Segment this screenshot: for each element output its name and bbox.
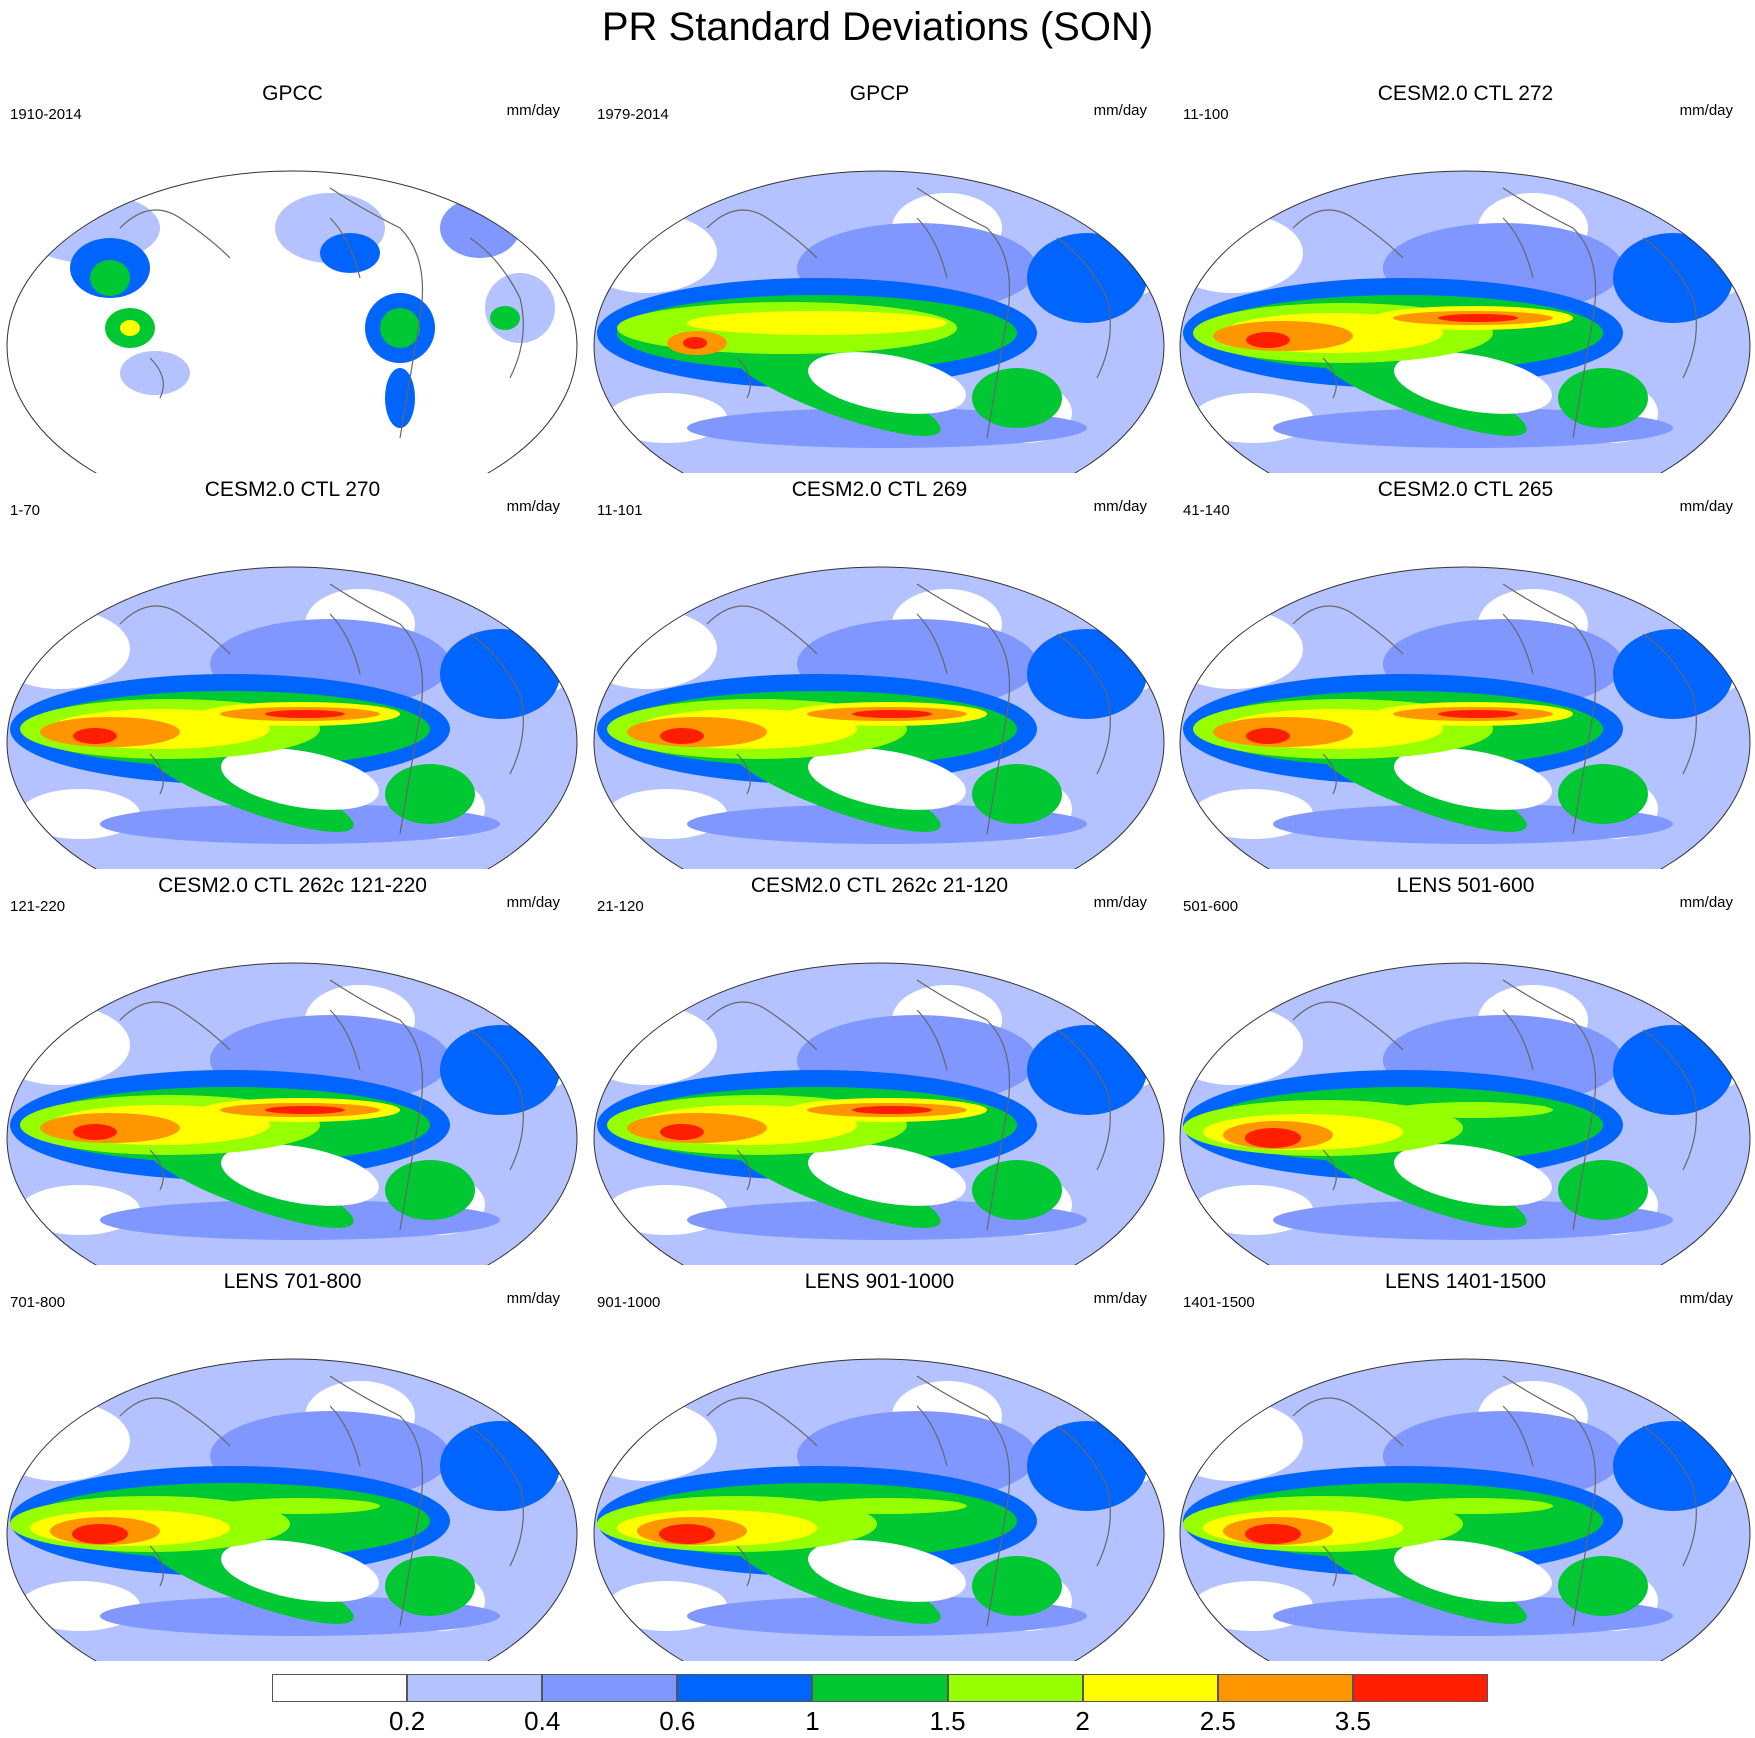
panel-years: 11-101 (597, 502, 643, 519)
panel-title: LENS 901-1000 (804, 1270, 955, 1293)
map-plot (593, 170, 1165, 473)
colorbar-box (947, 1674, 1083, 1702)
panel-units: mm/day (506, 102, 560, 119)
map-plot (593, 1358, 1165, 1661)
panel-title: GPCC (262, 82, 323, 105)
panel-years: 1910-2014 (10, 106, 82, 123)
map-panel: CESM2.0 CTL 270 1-70 mm/day (0, 474, 585, 869)
colorbar-box (272, 1674, 408, 1702)
panel-years: 121-220 (10, 898, 66, 915)
panel-units: mm/day (1093, 102, 1147, 119)
panel-title: CESM2.0 CTL 262c 121-220 (158, 874, 427, 897)
colorbar-tick-label: 0.2 (389, 1706, 426, 1736)
panel-title: CESM2.0 CTL 262c 21-120 (750, 874, 1009, 897)
map-panel: CESM2.0 CTL 262c 21-120 21-120 mm/day (587, 870, 1172, 1265)
map-panel: LENS 501-600 501-600 mm/day (1173, 870, 1755, 1265)
colorbar-box (1217, 1674, 1353, 1702)
panel-years: 501-600 (1183, 898, 1239, 915)
map-plot (6, 1358, 578, 1661)
colorbar-box (1082, 1674, 1218, 1702)
map-panel: CESM2.0 CTL 269 11-101 mm/day (587, 474, 1172, 869)
map-panel: CESM2.0 CTL 272 11-100 mm/day (1173, 78, 1755, 473)
colorbar-box (677, 1674, 813, 1702)
panel-units: mm/day (1093, 894, 1147, 911)
panel-title: LENS 1401-1500 (1384, 1270, 1547, 1293)
map-plot (1179, 566, 1751, 869)
map-plot (1179, 1358, 1751, 1661)
colorbar-tick-label: 2 (1075, 1706, 1090, 1736)
colorbar-box (407, 1674, 543, 1702)
panel-units: mm/day (1679, 102, 1733, 119)
panel-years: 701-800 (10, 1294, 66, 1311)
panel-years: 1979-2014 (597, 106, 669, 123)
map-panel: LENS 901-1000 901-1000 mm/day (587, 1266, 1172, 1661)
map-plot (6, 566, 578, 869)
panel-years: 1401-1500 (1183, 1294, 1255, 1311)
panel-title: LENS 501-600 (1396, 874, 1535, 897)
map-panel: LENS 701-800 701-800 mm/day (0, 1266, 585, 1661)
panel-title: CESM2.0 CTL 270 (204, 478, 381, 501)
panel-years: 41-140 (1183, 502, 1230, 519)
panel-years: 1-70 (10, 502, 41, 519)
panel-units: mm/day (1679, 1290, 1733, 1307)
panel-years: 901-1000 (597, 1294, 661, 1311)
figure-title: PR Standard Deviations (SON) (601, 5, 1154, 49)
map-panel: LENS 1401-1500 1401-1500 mm/day (1173, 1266, 1755, 1661)
map-panel: GPCP 1979-2014 mm/day (587, 78, 1172, 473)
panel-units: mm/day (1093, 1290, 1147, 1307)
panel-units: mm/day (1093, 498, 1147, 515)
panel-years: 11-100 (1183, 106, 1229, 123)
map-plot (593, 962, 1165, 1265)
colorbar-box (542, 1674, 678, 1702)
map-panel: CESM2.0 CTL 265 41-140 mm/day (1173, 474, 1755, 869)
colorbar-labels: 0.2 0.4 0.6 1 1.5 2 2.5 3.5 (272, 1706, 1488, 1738)
panel-units: mm/day (506, 894, 560, 911)
panel-units: mm/day (506, 1290, 560, 1307)
map-plot (6, 962, 578, 1265)
colorbar-tick-label: 1.5 (929, 1706, 966, 1736)
colorbar-tick-label: 0.4 (524, 1706, 561, 1736)
map-panel: CESM2.0 CTL 262c 121-220 121-220 mm/day (0, 870, 585, 1265)
map-plot (6, 170, 578, 473)
panel-title: CESM2.0 CTL 269 (791, 478, 968, 501)
colorbar-box (1352, 1674, 1488, 1702)
colorbar-tick-label: 1 (805, 1706, 820, 1736)
colorbar-tick-label: 0.6 (659, 1706, 696, 1736)
colorbar (272, 1674, 1488, 1702)
panel-units: mm/day (506, 498, 560, 515)
map-plot (1179, 962, 1751, 1265)
panel-title: CESM2.0 CTL 272 (1377, 82, 1554, 105)
panel-years: 21-120 (597, 898, 644, 915)
map-plot (1179, 170, 1751, 473)
map-panel: GPCC 1910-2014 mm/day (0, 78, 585, 473)
colorbar-tick-label: 2.5 (1199, 1706, 1236, 1736)
panel-units: mm/day (1679, 894, 1733, 911)
map-plot (593, 566, 1165, 869)
colorbar-box (812, 1674, 948, 1702)
panel-title: LENS 701-800 (223, 1270, 362, 1293)
colorbar-tick-label: 3.5 (1334, 1706, 1371, 1736)
panel-units: mm/day (1679, 498, 1733, 515)
panel-title: CESM2.0 CTL 265 (1377, 478, 1554, 501)
panel-title: GPCP (849, 82, 910, 105)
